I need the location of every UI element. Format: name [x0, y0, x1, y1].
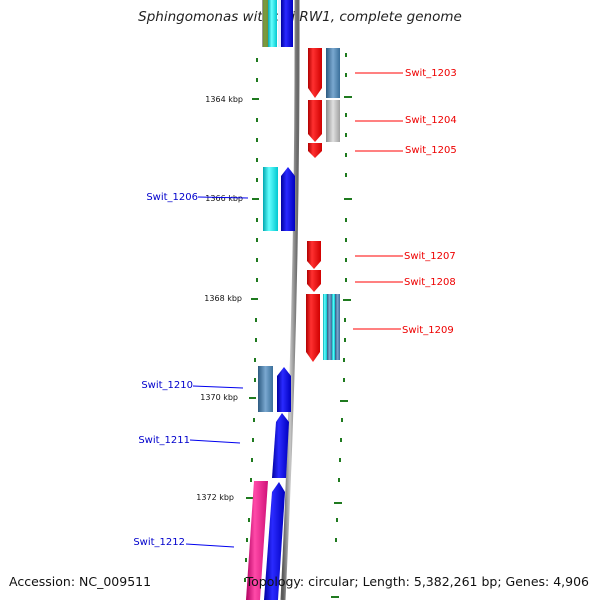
- minor-ticks-right: [335, 53, 347, 542]
- gene-arrow-swit-1207: [307, 241, 321, 269]
- scale-label-1368: 1368 kbp: [204, 294, 242, 303]
- gene-label-swit-1207: Swit_1207: [404, 251, 456, 262]
- gene-label-swit-1206: Swit_1206: [146, 192, 198, 203]
- scale-label-1372: 1372 kbp: [196, 493, 234, 502]
- gene-arrow-swit-1205: [308, 143, 322, 158]
- map-title: Sphingomonas wittichii RW1, complete gen…: [138, 9, 462, 25]
- gene-arrow-swit-1211: [272, 413, 289, 478]
- label-leaders-forward: [353, 72, 403, 330]
- gene-arrow-swit-1203: [308, 48, 322, 98]
- gene-arrow-swit-1208: [307, 270, 321, 292]
- gene-arrow-swit-1210: [277, 367, 291, 412]
- gene-label-swit-1209: Swit_1209: [402, 325, 454, 336]
- scale-label-1366: 1366 kbp: [205, 194, 243, 203]
- major-ticks-left: [246, 98, 259, 499]
- label-leaders-reverse: [185, 196, 249, 548]
- gene-box-swit-1209-homolog: [323, 294, 340, 360]
- genome-backbone: [280, 0, 300, 600]
- gene-arrow-swit-1212-magenta: [246, 481, 268, 600]
- major-ticks-right: [331, 96, 352, 598]
- gene-label-swit-1203: Swit_1203: [405, 68, 457, 79]
- gene-arrow-swit-1212: [264, 482, 285, 600]
- scale-label-1364: 1364 kbp: [205, 95, 243, 104]
- accession-text: Accession: NC_009511: [9, 574, 152, 589]
- top-partial-features: [262, 0, 293, 47]
- gene-box-swit-1206-homolog: [263, 167, 278, 231]
- gene-label-swit-1208: Swit_1208: [404, 277, 456, 288]
- gene-arrow-swit-1209: [306, 294, 320, 362]
- gene-label-swit-1204: Swit_1204: [405, 115, 457, 126]
- minor-ticks-left: [244, 58, 258, 582]
- scale-label-1370: 1370 kbp: [200, 393, 238, 402]
- gene-label-swit-1205: Swit_1205: [405, 145, 457, 156]
- gene-box-swit-1210-homolog: [258, 366, 273, 412]
- gene-box-swit-1203-homolog: [326, 48, 340, 98]
- gene-arrow-swit-1206: [281, 167, 295, 231]
- gene-box-swit-1204-homolog: [326, 100, 340, 142]
- gene-label-swit-1210: Swit_1210: [141, 380, 193, 391]
- topology-text: Topology: circular; Length: 5,382,261 bp…: [245, 574, 589, 589]
- gene-label-swit-1211: Swit_1211: [138, 435, 190, 446]
- gene-label-swit-1212: Swit_1212: [133, 537, 185, 548]
- gene-arrow-swit-1204: [308, 100, 322, 142]
